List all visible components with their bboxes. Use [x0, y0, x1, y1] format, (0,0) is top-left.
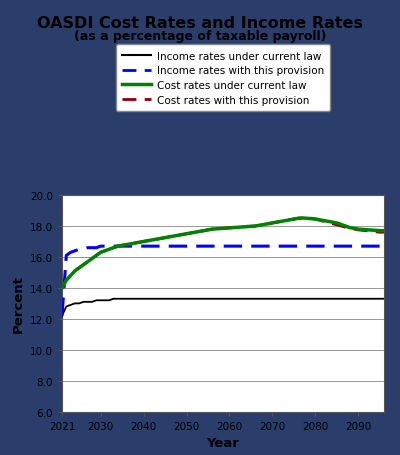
- Text: OASDI Cost Rates and Income Rates: OASDI Cost Rates and Income Rates: [37, 16, 363, 31]
- X-axis label: Year: Year: [206, 436, 240, 449]
- Legend: Income rates under current law, Income rates with this provision, Cost rates und: Income rates under current law, Income r…: [116, 45, 330, 111]
- Y-axis label: Percent: Percent: [11, 275, 24, 333]
- Text: (as a percentage of taxable payroll): (as a percentage of taxable payroll): [74, 30, 326, 43]
